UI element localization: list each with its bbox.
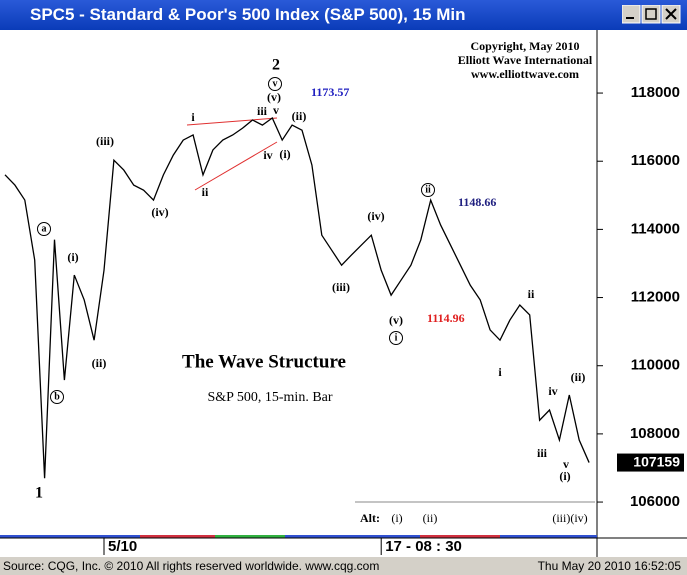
status-left: Source: CQG, Inc. © 2010 All rights rese… xyxy=(3,559,380,573)
y-tick-label: 108000 xyxy=(630,425,680,442)
wave-label: 1114.96 xyxy=(427,311,465,325)
wave-label: (v) xyxy=(389,313,403,327)
wave-label: (ii) xyxy=(92,356,107,370)
window-buttons[interactable] xyxy=(622,5,682,25)
y-tick-label: 106000 xyxy=(630,493,680,510)
y-tick-label: 114000 xyxy=(631,220,680,237)
wave-label: iv xyxy=(548,384,557,398)
y-tick-label: 118000 xyxy=(631,84,680,101)
annotation-circle xyxy=(389,331,403,345)
wave-label: v xyxy=(273,103,279,117)
wave-label: (iii) xyxy=(332,280,350,294)
annotation-circle xyxy=(37,222,51,236)
y-tick-label: 112000 xyxy=(631,289,680,306)
wave-label: i xyxy=(498,365,502,379)
wave-label: (ii) xyxy=(571,370,586,384)
wave-label: (i) xyxy=(559,469,570,483)
wave-label: a xyxy=(42,223,47,234)
wave-label: iii xyxy=(537,446,548,460)
window-title: SPC5 - Standard & Poor's 500 Index (S&P … xyxy=(30,5,466,24)
chart-title: The Wave Structure xyxy=(182,351,346,372)
wave-label: 1148.66 xyxy=(458,195,496,209)
x-tick-label: 17 - 08 : 30 xyxy=(385,538,462,555)
chart: 106000 108000 110000 112000 114000 116000 1180… xyxy=(0,30,687,557)
wave-label: (v) xyxy=(267,90,281,104)
wave-label: ii xyxy=(202,185,209,199)
wave-label: i xyxy=(395,332,398,343)
title-bar: SPC5 - Standard & Poor's 500 Index (S&P … xyxy=(0,0,687,30)
alt-label: (iii)(iv) xyxy=(552,511,587,525)
y-tick-label: 110000 xyxy=(631,357,680,374)
copyright: Elliott Wave International xyxy=(458,53,593,67)
wave-label: v xyxy=(273,78,278,89)
annotation-circle xyxy=(268,77,282,91)
copyright: Copyright, May 2010 xyxy=(471,39,580,53)
annotation-circle xyxy=(421,183,435,197)
alt-label: Alt: xyxy=(360,511,380,525)
last-value-label: 107159 xyxy=(633,453,680,469)
alt-label: (ii) xyxy=(423,511,438,525)
wave-label: ii xyxy=(425,184,431,195)
wave-label: (i) xyxy=(279,147,290,161)
wave-label: (ii) xyxy=(292,109,307,123)
wave-label: 1 xyxy=(35,485,43,502)
wave-label: iii xyxy=(257,104,268,118)
wave-label: (iv) xyxy=(367,209,384,223)
copyright: www.elliottwave.com xyxy=(471,67,579,81)
wave-label: (i) xyxy=(67,250,78,264)
wave-label: iv xyxy=(263,148,272,162)
status-right: Thu May 20 2010 16:52:05 xyxy=(537,559,681,573)
wave-label: 2 xyxy=(272,57,280,74)
last-value-box xyxy=(617,453,684,472)
wave-label: ii xyxy=(528,287,535,301)
wave-label: (iv) xyxy=(151,205,168,219)
wave-label: 1173.57 xyxy=(311,85,349,99)
y-tick-label: 116000 xyxy=(631,152,680,169)
annotation-circle xyxy=(50,390,64,404)
wave-label: b xyxy=(54,391,60,402)
chart-subtitle: S&P 500, 15-min. Bar xyxy=(207,390,332,405)
wave-label: i xyxy=(191,110,195,124)
wave-label: (iii) xyxy=(96,134,114,148)
wave-label: v xyxy=(563,457,569,471)
x-tick-label: 5/10 xyxy=(108,538,137,555)
status-bar: Source: CQG, Inc. © 2010 All rights rese… xyxy=(0,557,687,575)
alt-label: (i) xyxy=(391,511,402,525)
price-line xyxy=(4,116,590,479)
